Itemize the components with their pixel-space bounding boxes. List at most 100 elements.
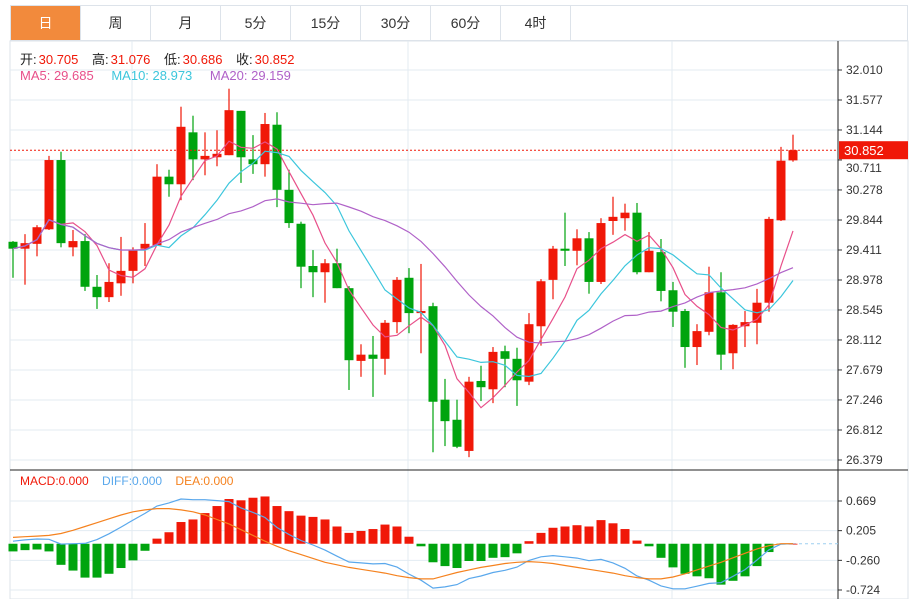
- candle-body: [656, 252, 666, 291]
- candle: [716, 272, 726, 370]
- candle: [560, 212, 570, 267]
- macd-bar: [296, 515, 306, 544]
- dea-legend-value: DEA:0.000: [175, 474, 234, 488]
- candle: [536, 279, 546, 346]
- candle-body: [188, 132, 198, 160]
- candle-body: [464, 381, 474, 451]
- period-tabs: 日 周 月 5分 15分 30分 60分 4时: [10, 5, 908, 41]
- candle-body: [536, 281, 546, 327]
- candle-body: [164, 176, 174, 185]
- candle: [464, 376, 474, 458]
- candle-body: [356, 354, 366, 361]
- open-value: 30.705: [38, 52, 79, 67]
- macd-bar: [752, 543, 762, 567]
- candle: [332, 248, 342, 289]
- macd-bar: [596, 520, 606, 544]
- ma10-legend: MA10: 28.973: [111, 68, 193, 83]
- candle: [752, 288, 762, 345]
- macd-bar: [152, 538, 162, 544]
- macd-bar: [584, 526, 594, 544]
- candle: [200, 132, 210, 176]
- candle: [320, 259, 330, 303]
- ma20-legend: MA20: 29.159: [209, 68, 291, 83]
- macd-bar: [668, 543, 678, 568]
- tab-month[interactable]: 月: [151, 6, 221, 40]
- candle: [572, 229, 582, 266]
- y-axis-label: 26.812: [846, 423, 883, 437]
- macd-bar: [368, 529, 378, 544]
- candle: [212, 130, 222, 167]
- candle: [44, 155, 54, 230]
- candle-body: [68, 241, 78, 248]
- macd-axis-label: -0.260: [846, 553, 880, 567]
- macd-bar: [704, 543, 714, 579]
- candle: [620, 203, 630, 231]
- candle-body: [572, 238, 582, 251]
- macd-bar: [548, 527, 558, 544]
- tab-day[interactable]: 日: [11, 6, 81, 40]
- macd-bar: [8, 543, 18, 552]
- candle-body: [668, 290, 678, 312]
- macd-bar: [572, 525, 582, 544]
- tab-week[interactable]: 周: [81, 6, 151, 40]
- y-axis-label: 29.411: [846, 243, 882, 257]
- candle-body: [596, 223, 606, 282]
- macd-bar: [44, 543, 54, 552]
- high-label: 高:: [92, 52, 109, 67]
- candle: [512, 347, 522, 406]
- candle-body: [392, 279, 402, 323]
- macd-bar: [560, 526, 570, 544]
- diff-legend-value: DIFF:0.000: [102, 474, 163, 488]
- candle: [224, 88, 234, 156]
- macd-bar: [200, 513, 210, 544]
- candle: [740, 311, 750, 348]
- candle: [344, 286, 354, 390]
- candle: [644, 232, 654, 273]
- ma5-line: [12, 140, 794, 409]
- candle: [356, 344, 366, 377]
- macd-bar: [740, 543, 750, 577]
- macd-bar: [248, 497, 258, 544]
- candle: [248, 135, 258, 174]
- candle-body: [716, 292, 726, 355]
- tab-30min[interactable]: 30分: [361, 6, 431, 40]
- tab-5min[interactable]: 5分: [221, 6, 291, 40]
- candle-body: [176, 126, 186, 185]
- candle: [548, 245, 558, 300]
- candle-body: [488, 351, 498, 390]
- macd-legend-value: MACD:0.000: [20, 474, 89, 488]
- macd-bar: [476, 543, 486, 561]
- macd-bar: [92, 543, 102, 578]
- candle: [80, 234, 90, 291]
- macd-bar: [80, 543, 90, 578]
- y-axis-label: 32.010: [846, 63, 883, 77]
- candle-body: [764, 218, 774, 303]
- candle: [524, 313, 534, 386]
- candle: [56, 151, 66, 248]
- tab-4hour[interactable]: 4时: [501, 6, 571, 40]
- candle-body: [140, 243, 150, 249]
- candle-body: [644, 250, 654, 273]
- macd-bar: [608, 523, 618, 544]
- candle-body: [776, 160, 786, 221]
- candle-body: [560, 248, 570, 251]
- candle-body: [368, 354, 378, 359]
- tab-60min[interactable]: 60分: [431, 6, 501, 40]
- candle-body: [236, 110, 246, 158]
- candle: [764, 216, 774, 312]
- macd-bar: [224, 499, 234, 544]
- macd-bar: [440, 543, 450, 567]
- macd-bar: [320, 519, 330, 544]
- tab-15min[interactable]: 15分: [291, 6, 361, 40]
- macd-bar: [188, 519, 198, 544]
- macd-bar: [260, 496, 270, 544]
- chart-frame: [9, 40, 909, 599]
- candle-body: [104, 281, 114, 298]
- candle-body: [524, 324, 534, 382]
- candle: [68, 229, 78, 257]
- candle-body: [272, 124, 282, 190]
- macd-bar: [692, 543, 702, 577]
- candle: [668, 281, 678, 327]
- candle-body: [788, 150, 798, 161]
